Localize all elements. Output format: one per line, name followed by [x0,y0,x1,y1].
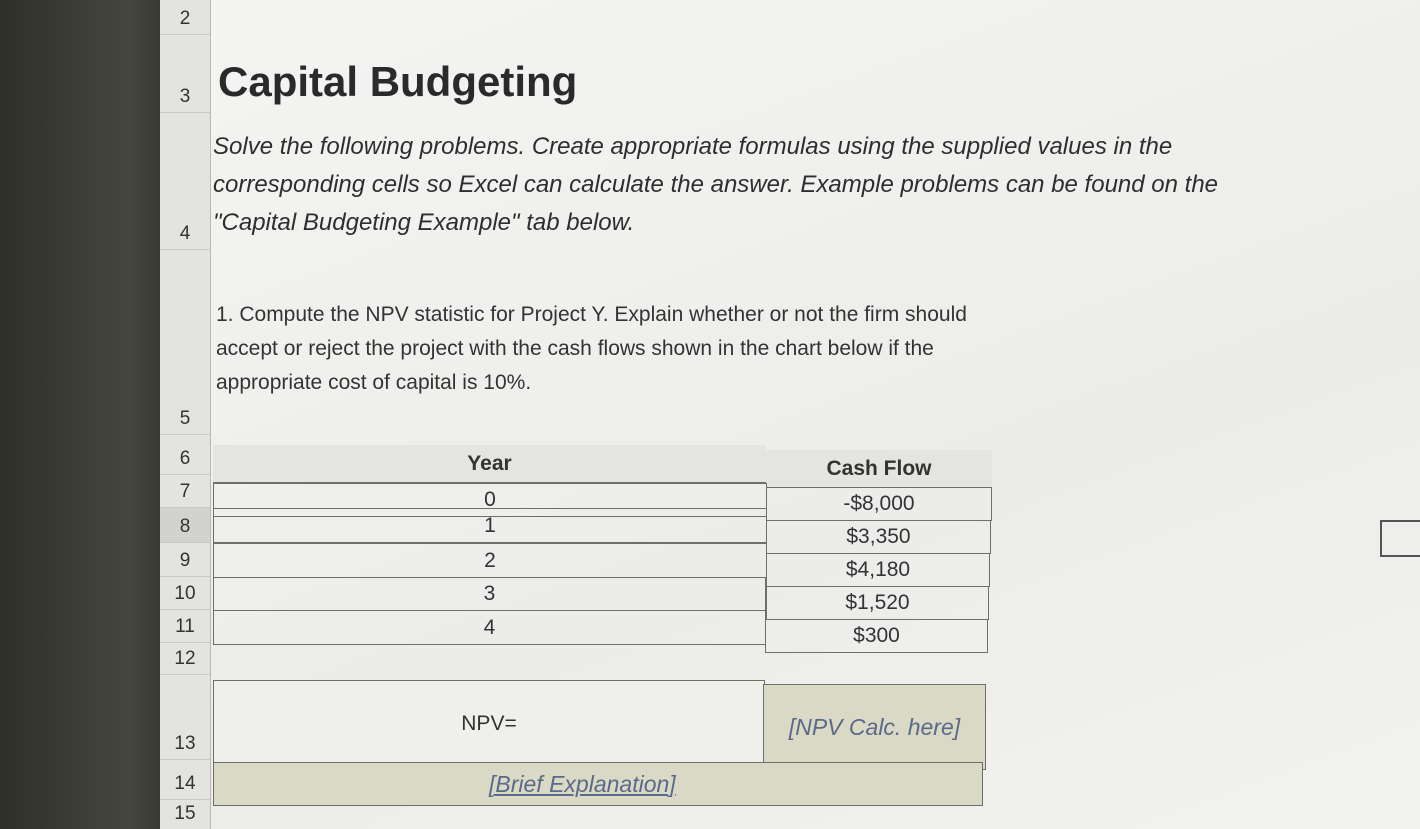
year-cell[interactable]: 4 [213,610,766,645]
explanation-cell[interactable]: [Brief Explanation] [213,762,983,806]
npv-calc-cell[interactable]: [NPV Calc. here] [763,684,986,770]
row-number[interactable]: 13 [160,675,210,760]
cash-flow-cell[interactable]: $1,520 [766,586,989,620]
year-cell[interactable]: 3 [213,577,766,611]
row-number[interactable]: 4 [160,113,210,250]
sheet-title: Capital Budgeting [218,58,578,105]
cash-flow-cell[interactable]: $4,180 [766,553,990,587]
row-number[interactable]: 7 [160,475,210,508]
question-text: 1. Compute the NPV statistic for Project… [216,303,967,394]
cash-flow-cell[interactable]: $3,350 [766,520,991,554]
row-number[interactable]: 11 [160,610,210,643]
row-number[interactable]: 5 [160,250,210,435]
header-year[interactable]: Year [213,445,766,483]
cash-flow-cell[interactable]: $300 [765,619,988,653]
row-number[interactable]: 6 [160,435,210,475]
row-number[interactable]: 14 [160,760,210,800]
instructions-text: Solve the following problems. Create app… [213,133,1219,236]
row-number[interactable]: 9 [160,543,210,577]
row-number[interactable]: 10 [160,577,210,610]
header-cash-flow[interactable]: Cash Flow [766,450,992,488]
row-number[interactable]: 8 [160,508,210,543]
row-number[interactable]: 2 [160,0,210,35]
year-cell[interactable]: 2 [213,543,767,578]
row-number[interactable]: 15 [174,803,196,824]
cash-flow-cell[interactable]: -$8,000 [766,487,992,521]
npv-label-cell[interactable]: NPV= [213,680,765,768]
row-header-column [160,0,211,829]
year-cell[interactable]: 1 [213,508,767,543]
selected-cell-outline[interactable] [1380,520,1420,557]
monitor-bezel [0,0,160,829]
row-number[interactable]: 12 [160,643,210,675]
row-number[interactable]: 3 [160,35,210,113]
